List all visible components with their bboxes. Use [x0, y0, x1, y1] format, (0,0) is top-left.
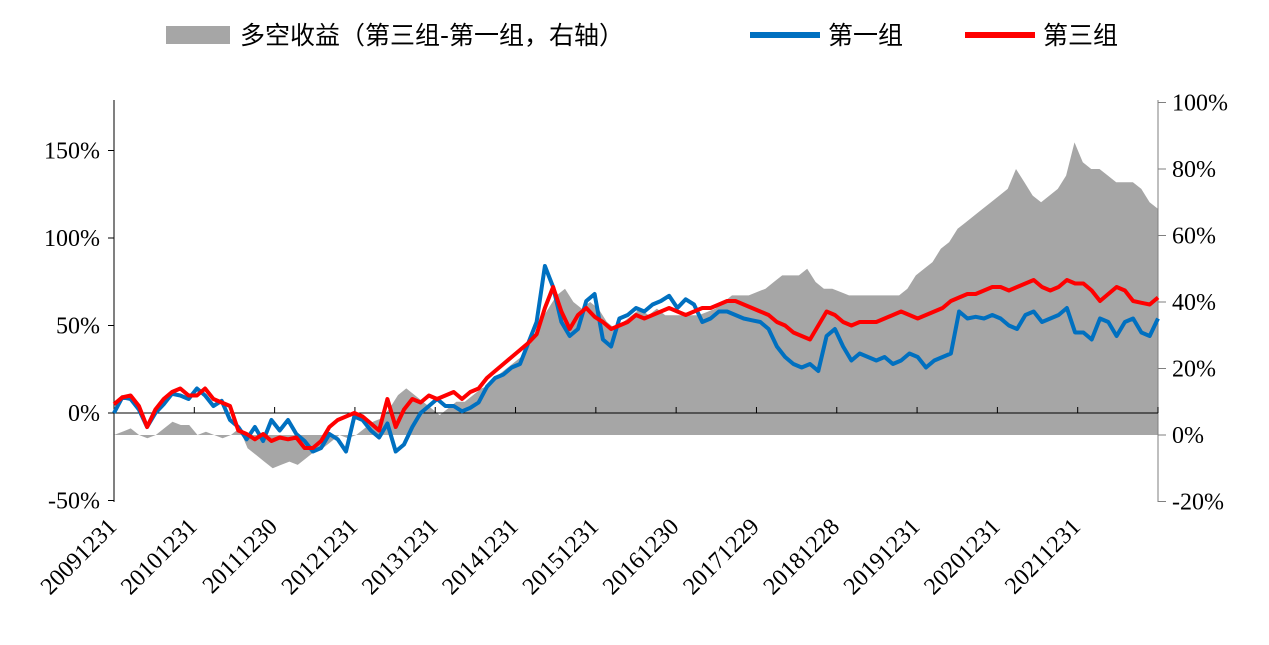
left-tick-label: 50% — [56, 314, 100, 340]
right-tick-label: 80% — [1172, 157, 1216, 183]
left-axis-ticks — [108, 150, 114, 501]
x-tick-label: 20141231 — [438, 514, 524, 600]
left-axis-labels: 150% 100% 50% 0% -50% — [44, 139, 100, 515]
x-tick-label: 20161230 — [598, 514, 684, 600]
legend-label-g1: 第一组 — [828, 21, 903, 50]
right-tick-label: 100% — [1172, 91, 1228, 117]
x-axis-labels: 2009123120101231201112302012123120131231… — [36, 514, 1086, 600]
right-tick-label: 0% — [1172, 423, 1204, 449]
x-tick-label: 20201231 — [919, 514, 1005, 600]
left-tick-label: 0% — [68, 401, 100, 427]
legend: 多空收益（第三组-第一组，右轴） 第一组 第三组 — [166, 21, 1118, 50]
x-tick-label: 20151231 — [518, 514, 604, 600]
series-line-g1 — [112, 264, 1160, 454]
spread-area — [114, 142, 1158, 469]
x-tick-label: 20111230 — [198, 514, 283, 599]
x-tick-label: 20101231 — [116, 514, 202, 600]
x-tick-label: 20171229 — [678, 514, 764, 600]
right-tick-label: 60% — [1172, 224, 1216, 250]
series-line-g3 — [112, 278, 1160, 450]
x-tick-label: 20211231 — [1000, 514, 1086, 600]
x-tick-label: 20181228 — [759, 514, 845, 600]
left-tick-label: -50% — [48, 489, 100, 515]
right-tick-label: -20% — [1172, 490, 1224, 516]
left-tick-label: 150% — [44, 139, 100, 165]
right-axis-labels: 100% 80% 60% 40% 20% 0% -20% — [1172, 91, 1228, 516]
right-axis-ticks — [1158, 102, 1166, 502]
legend-label-g3: 第三组 — [1043, 21, 1118, 50]
x-tick-label: 20121231 — [277, 514, 363, 600]
right-tick-label: 40% — [1172, 290, 1216, 316]
right-tick-label: 20% — [1172, 357, 1216, 383]
x-tick-label: 20191231 — [839, 514, 925, 600]
x-tick-label: 20131231 — [357, 514, 443, 600]
x-tick-label: 20091231 — [36, 514, 122, 600]
legend-label-spread: 多空收益（第三组-第一组，右轴） — [240, 21, 624, 50]
legend-swatch-spread — [166, 26, 230, 44]
left-tick-label: 100% — [44, 226, 100, 252]
